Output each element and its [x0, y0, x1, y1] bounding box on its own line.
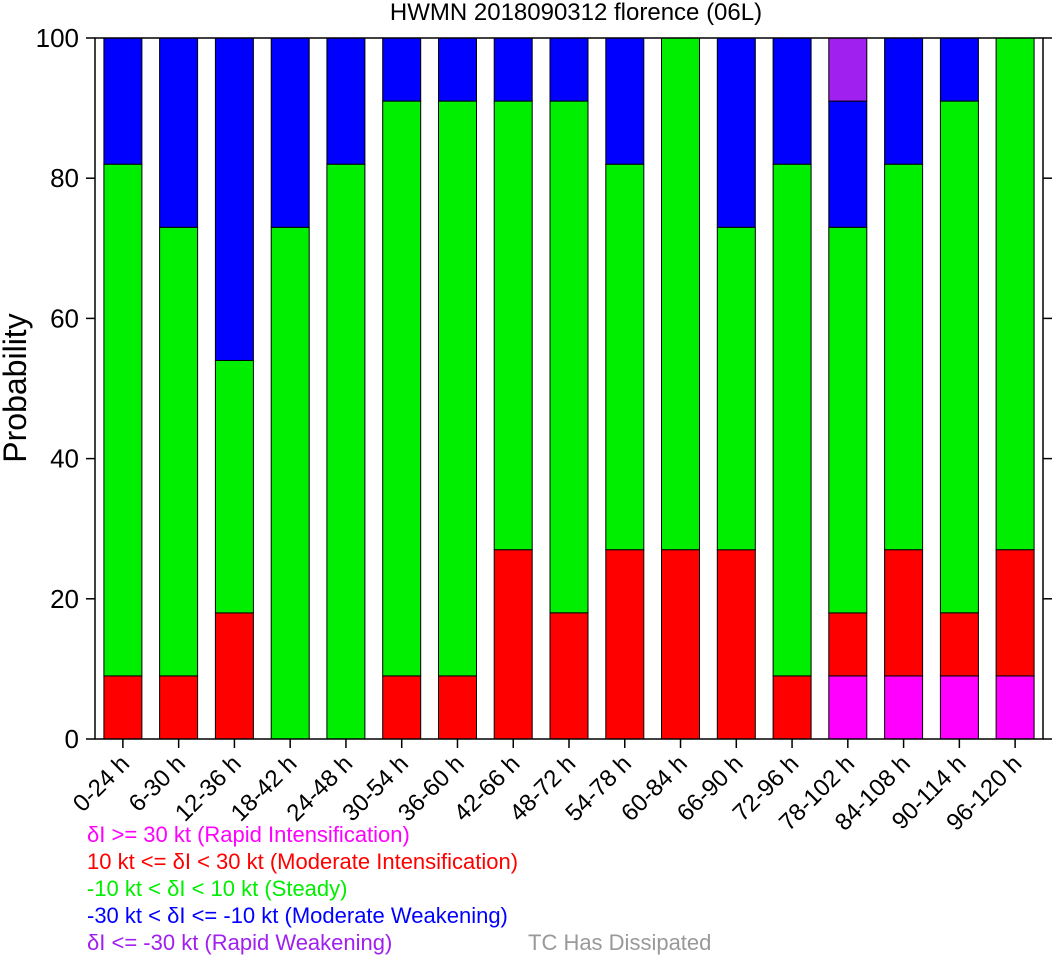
bar-10-series-1 — [661, 549, 700, 740]
bar-16-series-0 — [995, 675, 1035, 740]
bar-13-series-4 — [828, 37, 868, 102]
bar-1-series-2 — [159, 226, 199, 677]
bar-4-series-3 — [326, 37, 366, 165]
bar-6-series-1 — [438, 675, 477, 740]
y-tick-label-4: 80 — [50, 163, 79, 193]
legend-entry-1: 10 kt <= δI < 30 kt (Moderate Intensific… — [87, 849, 518, 874]
bar-2-series-2 — [214, 360, 254, 614]
bar-16-series-2 — [995, 37, 1035, 551]
bar-9-series-2 — [605, 163, 645, 551]
bar-7-series-3 — [493, 37, 533, 102]
y-tick-label-2: 40 — [50, 444, 79, 474]
bar-14-series-3 — [884, 37, 924, 165]
bar-16-series-1 — [995, 549, 1035, 677]
bar-11-series-1 — [716, 549, 756, 740]
legend-entry-dissipated: TC Has Dissipated — [528, 930, 711, 955]
bar-9-series-1 — [605, 549, 645, 740]
bar-8-series-1 — [549, 612, 589, 740]
bar-15-series-1 — [939, 612, 979, 677]
bar-12-series-2 — [772, 163, 812, 677]
bar-5-series-3 — [382, 37, 422, 102]
bar-14-series-0 — [884, 675, 924, 740]
bar-13-series-3 — [828, 100, 868, 228]
bar-13-series-0 — [828, 675, 868, 740]
legend-entry-2: -10 kt < δI < 10 kt (Steady) — [87, 876, 347, 901]
bar-13-series-1 — [828, 612, 868, 677]
bar-11-series-3 — [716, 37, 756, 228]
bar-14-series-1 — [884, 549, 924, 677]
bar-0-series-3 — [103, 37, 143, 165]
bar-2-series-3 — [214, 37, 254, 361]
bar-12-series-1 — [772, 675, 812, 740]
bar-3-series-3 — [270, 37, 310, 228]
y-axis-label: Probability — [0, 313, 33, 462]
legend-entry-3: -30 kt < δI <= -10 kt (Moderate Weakenin… — [87, 903, 508, 928]
bar-4-series-2 — [326, 163, 366, 740]
bar-7-series-1 — [493, 549, 533, 740]
bar-1-series-3 — [159, 37, 199, 228]
bar-3-series-2 — [270, 226, 310, 740]
bar-1-series-1 — [159, 675, 199, 740]
y-tick-label-5: 100 — [36, 23, 79, 53]
bar-12-series-3 — [772, 37, 812, 165]
legend: δI >= 30 kt (Rapid Intensification)10 kt… — [87, 822, 711, 955]
bar-0-series-1 — [103, 675, 143, 740]
x-tick-label-0: 0-24 h — [68, 750, 135, 817]
bar-15-series-2 — [939, 100, 979, 614]
bars-group — [103, 37, 1035, 740]
chart-title: HWMN 2018090312 florence (06L) — [390, 0, 762, 26]
bar-10-series-2 — [661, 37, 700, 551]
bar-11-series-2 — [716, 226, 756, 551]
bar-15-series-0 — [939, 675, 979, 740]
bar-8-series-2 — [549, 100, 589, 614]
bar-5-series-1 — [382, 675, 422, 740]
bar-5-series-2 — [382, 100, 422, 677]
bar-6-series-2 — [438, 100, 477, 677]
bar-2-series-1 — [214, 612, 254, 740]
bar-15-series-3 — [939, 37, 979, 102]
legend-entry-4: δI <= -30 kt (Rapid Weakening) — [87, 930, 392, 955]
bar-14-series-2 — [884, 163, 924, 551]
bar-6-series-3 — [438, 37, 477, 102]
bar-7-series-2 — [493, 100, 533, 551]
legend-entry-0: δI >= 30 kt (Rapid Intensification) — [87, 822, 410, 847]
y-tick-label-0: 0 — [65, 724, 79, 754]
bar-9-series-3 — [605, 37, 645, 165]
bar-0-series-2 — [103, 163, 143, 677]
bar-8-series-3 — [549, 37, 589, 102]
bar-13-series-2 — [828, 226, 868, 614]
y-tick-label-1: 20 — [50, 584, 79, 614]
y-tick-label-3: 60 — [50, 303, 79, 333]
